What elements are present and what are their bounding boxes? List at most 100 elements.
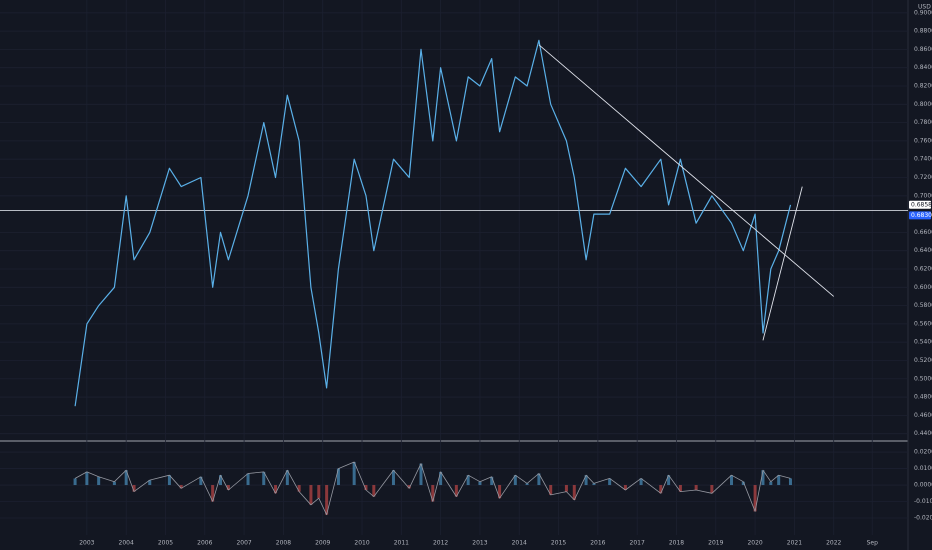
y-tick-label: 0.60000 bbox=[914, 284, 932, 291]
histogram-bar bbox=[777, 475, 781, 486]
histogram-bar bbox=[85, 471, 89, 486]
histogram-bar bbox=[285, 470, 289, 486]
y-tick-label: 0.70000 bbox=[914, 192, 932, 199]
histogram-bar bbox=[694, 485, 698, 490]
histogram-bar bbox=[753, 485, 757, 512]
histogram-bar bbox=[466, 475, 470, 486]
histogram-bar bbox=[659, 485, 663, 494]
histogram-bar bbox=[498, 485, 502, 499]
y-tick-label: 0.52000 bbox=[914, 357, 932, 364]
x-tick-label: 2010 bbox=[354, 540, 369, 547]
x-tick-label: 2008 bbox=[276, 540, 291, 547]
histogram-bar bbox=[97, 476, 101, 486]
y-tick-label: 0.44000 bbox=[914, 430, 932, 437]
y2-tick-label: -0.02000 bbox=[914, 515, 932, 522]
histogram-bar bbox=[419, 463, 423, 486]
x-tick-label: 2006 bbox=[197, 540, 212, 547]
y-tick-label: 0.66000 bbox=[914, 229, 932, 236]
histogram-bar bbox=[549, 485, 553, 495]
x-tick-label: 2013 bbox=[472, 540, 487, 547]
price-line-series bbox=[74, 39, 792, 407]
y2-tick-label: -0.01000 bbox=[914, 498, 932, 505]
histogram-bar bbox=[678, 485, 682, 492]
histogram-bar bbox=[167, 475, 171, 486]
histogram-bar bbox=[769, 481, 773, 486]
histogram-bar bbox=[741, 481, 745, 486]
x-tick-label: 2016 bbox=[590, 540, 605, 547]
x-tick-label: 2012 bbox=[433, 540, 448, 547]
histogram-bar bbox=[439, 471, 443, 486]
x-tick-label: 2015 bbox=[551, 540, 566, 547]
histogram-bar bbox=[513, 475, 517, 486]
y-tick-label: 0.58000 bbox=[914, 302, 932, 309]
histogram-bar bbox=[297, 485, 301, 492]
y-tick-label: 0.46000 bbox=[914, 412, 932, 419]
histogram-bar bbox=[730, 475, 734, 486]
histogram-bar bbox=[364, 485, 368, 490]
x-tick-label: 2020 bbox=[747, 540, 762, 547]
histogram-bar bbox=[431, 485, 435, 502]
histogram-bar bbox=[132, 485, 136, 492]
y-tick-label: 0.72000 bbox=[914, 174, 932, 181]
histogram-bar bbox=[667, 475, 671, 486]
histogram-bar bbox=[592, 483, 596, 486]
y-tick-label: 0.74000 bbox=[914, 156, 932, 163]
x-tick-label: 2005 bbox=[158, 540, 173, 547]
y2-tick-label: 0.02000 bbox=[914, 449, 932, 456]
histogram-bar bbox=[608, 478, 612, 486]
histogram-bar bbox=[317, 485, 321, 499]
histogram-bar bbox=[478, 481, 482, 486]
y-tick-label: 0.82000 bbox=[914, 83, 932, 90]
x-tick-label: 2017 bbox=[630, 540, 645, 547]
y-tick-label: 0.80000 bbox=[914, 101, 932, 108]
x-tick-label: 2009 bbox=[315, 540, 330, 547]
oscillator-line bbox=[74, 461, 791, 516]
y-tick-label: 0.64000 bbox=[914, 247, 932, 254]
y-tick-label: 0.76000 bbox=[914, 137, 932, 144]
histogram-bar bbox=[584, 475, 588, 486]
y-tick-label: 0.50000 bbox=[914, 375, 932, 382]
histogram-bar bbox=[352, 461, 356, 486]
x-tick-label: 2003 bbox=[79, 540, 94, 547]
histogram-bar bbox=[226, 485, 230, 490]
histogram-bar bbox=[179, 485, 183, 489]
histogram-bar bbox=[262, 471, 266, 486]
histogram-bar bbox=[112, 481, 116, 486]
y-tick-label: 0.88000 bbox=[914, 28, 932, 35]
x-tick-label: 2019 bbox=[708, 540, 723, 547]
histogram-bar bbox=[572, 485, 576, 500]
y-tick-label: 0.84000 bbox=[914, 64, 932, 71]
histogram-bar bbox=[309, 485, 313, 505]
trend-line bbox=[762, 186, 803, 341]
histogram-bar bbox=[124, 470, 128, 486]
x-tick-label: 2021 bbox=[787, 540, 802, 547]
price-badge-label: 0.68300 bbox=[911, 212, 932, 219]
histogram-bar bbox=[454, 485, 458, 497]
currency-label: USD bbox=[918, 4, 931, 11]
histogram-bar bbox=[525, 483, 529, 486]
histogram-bar bbox=[537, 473, 541, 486]
x-tick-label: Sep bbox=[867, 540, 879, 547]
y-tick-label: 0.54000 bbox=[914, 339, 932, 346]
histogram-bar bbox=[710, 485, 714, 494]
y-tick-label: 0.78000 bbox=[914, 119, 932, 126]
y-tick-label: 0.62000 bbox=[914, 265, 932, 272]
histogram-bar bbox=[246, 473, 250, 486]
histogram-bar bbox=[564, 485, 568, 492]
histogram-bar bbox=[623, 485, 627, 490]
histogram-bar bbox=[73, 478, 77, 486]
x-tick-label: 2011 bbox=[394, 540, 409, 547]
histogram-bar bbox=[788, 478, 792, 486]
x-tick-label: 2014 bbox=[512, 540, 527, 547]
histogram-bar bbox=[325, 485, 329, 515]
histogram-bar bbox=[391, 470, 395, 486]
price-badge bbox=[909, 200, 931, 209]
x-tick-label: 2004 bbox=[119, 540, 134, 547]
histogram-bar bbox=[148, 480, 152, 486]
y-tick-label: 0.86000 bbox=[914, 46, 932, 53]
histogram-bar bbox=[199, 476, 203, 486]
histogram-bar bbox=[219, 475, 223, 486]
